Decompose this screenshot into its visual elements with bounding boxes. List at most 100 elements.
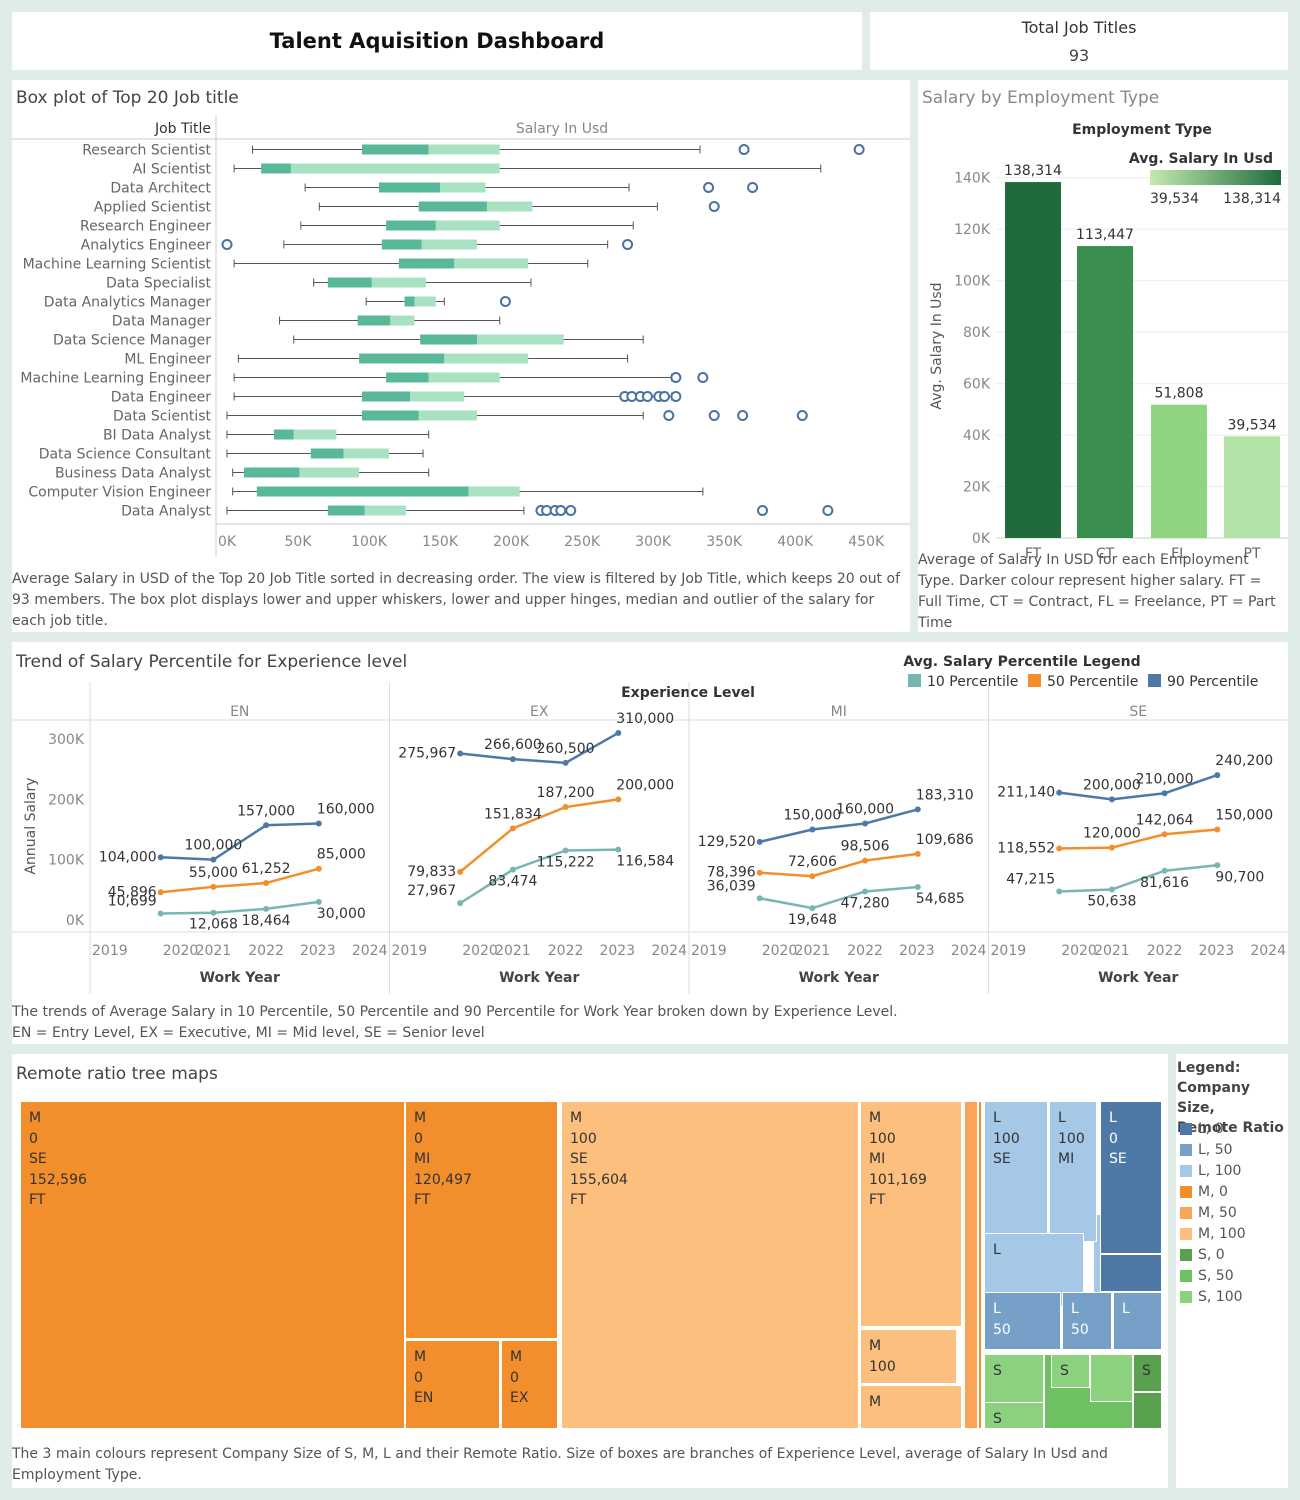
y-axis-title: Avg. Salary In Usd bbox=[929, 282, 945, 409]
treemap-caption: The 3 main colours represent Company Siz… bbox=[12, 1446, 1108, 1483]
legend-swatch bbox=[1180, 1143, 1192, 1156]
box-lower bbox=[361, 144, 429, 155]
x-tick-label: 2023 bbox=[899, 943, 935, 959]
tile-label: FT bbox=[869, 1192, 886, 1208]
series-line bbox=[460, 731, 619, 765]
data-label: 151,834 bbox=[484, 806, 542, 822]
legend-label: S, 0 bbox=[1198, 1246, 1225, 1263]
series-point bbox=[315, 820, 322, 827]
box-upper bbox=[477, 334, 564, 345]
tile-label: L bbox=[993, 1301, 1001, 1317]
tile-label: L bbox=[1071, 1301, 1079, 1317]
box-lower bbox=[244, 467, 300, 478]
tile-label: 100 bbox=[869, 1130, 896, 1147]
series-point bbox=[562, 847, 569, 854]
series-point bbox=[157, 854, 164, 861]
box-lower bbox=[386, 220, 436, 231]
treemap-tile: L 50 bbox=[1062, 1292, 1112, 1350]
treemap-legend-item: S, 0 bbox=[1180, 1244, 1246, 1265]
row-header: Job Title bbox=[154, 121, 211, 137]
x-tick-label: 2019 bbox=[392, 943, 428, 959]
x-tick-label: 200K bbox=[493, 534, 530, 550]
legend-swatch bbox=[1148, 674, 1161, 687]
tile-label: FT bbox=[570, 1192, 587, 1208]
box-upper bbox=[428, 144, 500, 155]
tile-label: 0 bbox=[414, 1369, 423, 1386]
outlier-point bbox=[663, 410, 675, 421]
tile-label: 101,169 bbox=[869, 1171, 927, 1188]
data-label: 210,000 bbox=[1136, 771, 1194, 787]
outlier-point bbox=[703, 182, 715, 193]
series-point bbox=[615, 729, 622, 736]
tile-label: M bbox=[414, 1349, 427, 1365]
color-legend-title: Avg. Salary In Usd bbox=[1129, 151, 1273, 167]
data-label: 211,140 bbox=[997, 785, 1055, 801]
tile-label: M bbox=[29, 1110, 42, 1126]
legend-label: M, 0 bbox=[1198, 1183, 1228, 1200]
series-point bbox=[263, 905, 270, 912]
outlier-point bbox=[853, 144, 865, 155]
series-point bbox=[1056, 888, 1063, 895]
employment-chart: Employment Type 0K 20K 40K 60K 80K 100K 120K 140… bbox=[929, 122, 1288, 562]
trend-panel: Trend of Salary Percentile for Experienc… bbox=[12, 642, 1288, 1044]
legend-swatch bbox=[1180, 1227, 1192, 1240]
treemap-legend-title: Legend: Company Size, Remote Ratio bbox=[1177, 1060, 1284, 1136]
treemap-tile: S bbox=[984, 1402, 1044, 1429]
treemap-legend-item: L, 0 bbox=[1180, 1118, 1246, 1139]
series-point bbox=[457, 900, 464, 907]
employment-caption: Average of Salary In USD for each Employ… bbox=[918, 552, 1276, 631]
legend-swatch bbox=[1180, 1290, 1192, 1303]
tile-label: EN bbox=[414, 1390, 434, 1406]
box-lower bbox=[310, 448, 344, 459]
trend-title: Trend of Salary Percentile for Experienc… bbox=[16, 652, 408, 672]
x-tick-label: 2023 bbox=[300, 943, 336, 959]
tile-label: 100 bbox=[993, 1130, 1020, 1147]
treemap-legend-item: L, 50 bbox=[1180, 1139, 1246, 1160]
tile-label: 100 bbox=[1058, 1130, 1085, 1147]
x-axis-title: Work Year bbox=[1098, 970, 1178, 986]
series-point bbox=[809, 826, 816, 833]
kpi-label: Total Job Titles bbox=[1021, 18, 1137, 37]
job-title-label: ML Engineer bbox=[124, 352, 211, 368]
data-label: 47,215 bbox=[1006, 872, 1055, 888]
outlier-point bbox=[738, 144, 750, 155]
treemap-tile: M 0 MI 120,497 FT bbox=[405, 1101, 558, 1339]
x-tick-label: FL bbox=[1171, 546, 1187, 562]
x-tick-label: 450K bbox=[848, 534, 885, 550]
tile-label: M bbox=[510, 1349, 523, 1365]
tile-label: L bbox=[993, 1242, 1001, 1258]
outlier-point bbox=[670, 372, 682, 383]
box-upper bbox=[371, 277, 426, 288]
legend-swatch bbox=[908, 674, 921, 687]
series-line bbox=[1059, 864, 1218, 893]
tile-label: 100 bbox=[869, 1358, 896, 1375]
x-tick-label: 2021 bbox=[196, 943, 232, 959]
box-upper bbox=[486, 201, 533, 212]
box-lower bbox=[273, 429, 294, 440]
tile-label: MI bbox=[869, 1151, 886, 1167]
x-tick-label: 2020 bbox=[163, 943, 199, 959]
x-tick-label: 150K bbox=[422, 534, 459, 550]
data-label: 142,064 bbox=[1136, 812, 1194, 828]
outlier-point bbox=[747, 182, 759, 193]
data-label: 120,000 bbox=[1083, 826, 1141, 842]
box-upper bbox=[293, 429, 337, 440]
y-tick-label: 140K bbox=[954, 171, 991, 187]
treemap-filler-s0 bbox=[1133, 1392, 1162, 1429]
bar-value-label: 113,447 bbox=[1076, 227, 1134, 243]
x-tick-label: 2022 bbox=[548, 943, 584, 959]
box-lower bbox=[420, 334, 478, 345]
trend-caption: The trends of Average Salary in 10 Perce… bbox=[12, 1004, 898, 1041]
series-point bbox=[210, 909, 217, 916]
data-label: 310,000 bbox=[616, 711, 674, 727]
outlier-point bbox=[622, 239, 634, 250]
legend-label: S, 50 bbox=[1198, 1267, 1234, 1284]
box-lower bbox=[404, 296, 415, 307]
tile-label: M bbox=[414, 1110, 427, 1126]
data-label: 160,000 bbox=[836, 801, 894, 817]
tile-label: 152,596 bbox=[29, 1171, 87, 1188]
series-point bbox=[809, 873, 816, 880]
x-tick-label: 300K bbox=[635, 534, 672, 550]
series-line bbox=[459, 848, 619, 905]
job-title-label: Data Science Consultant bbox=[39, 447, 212, 463]
